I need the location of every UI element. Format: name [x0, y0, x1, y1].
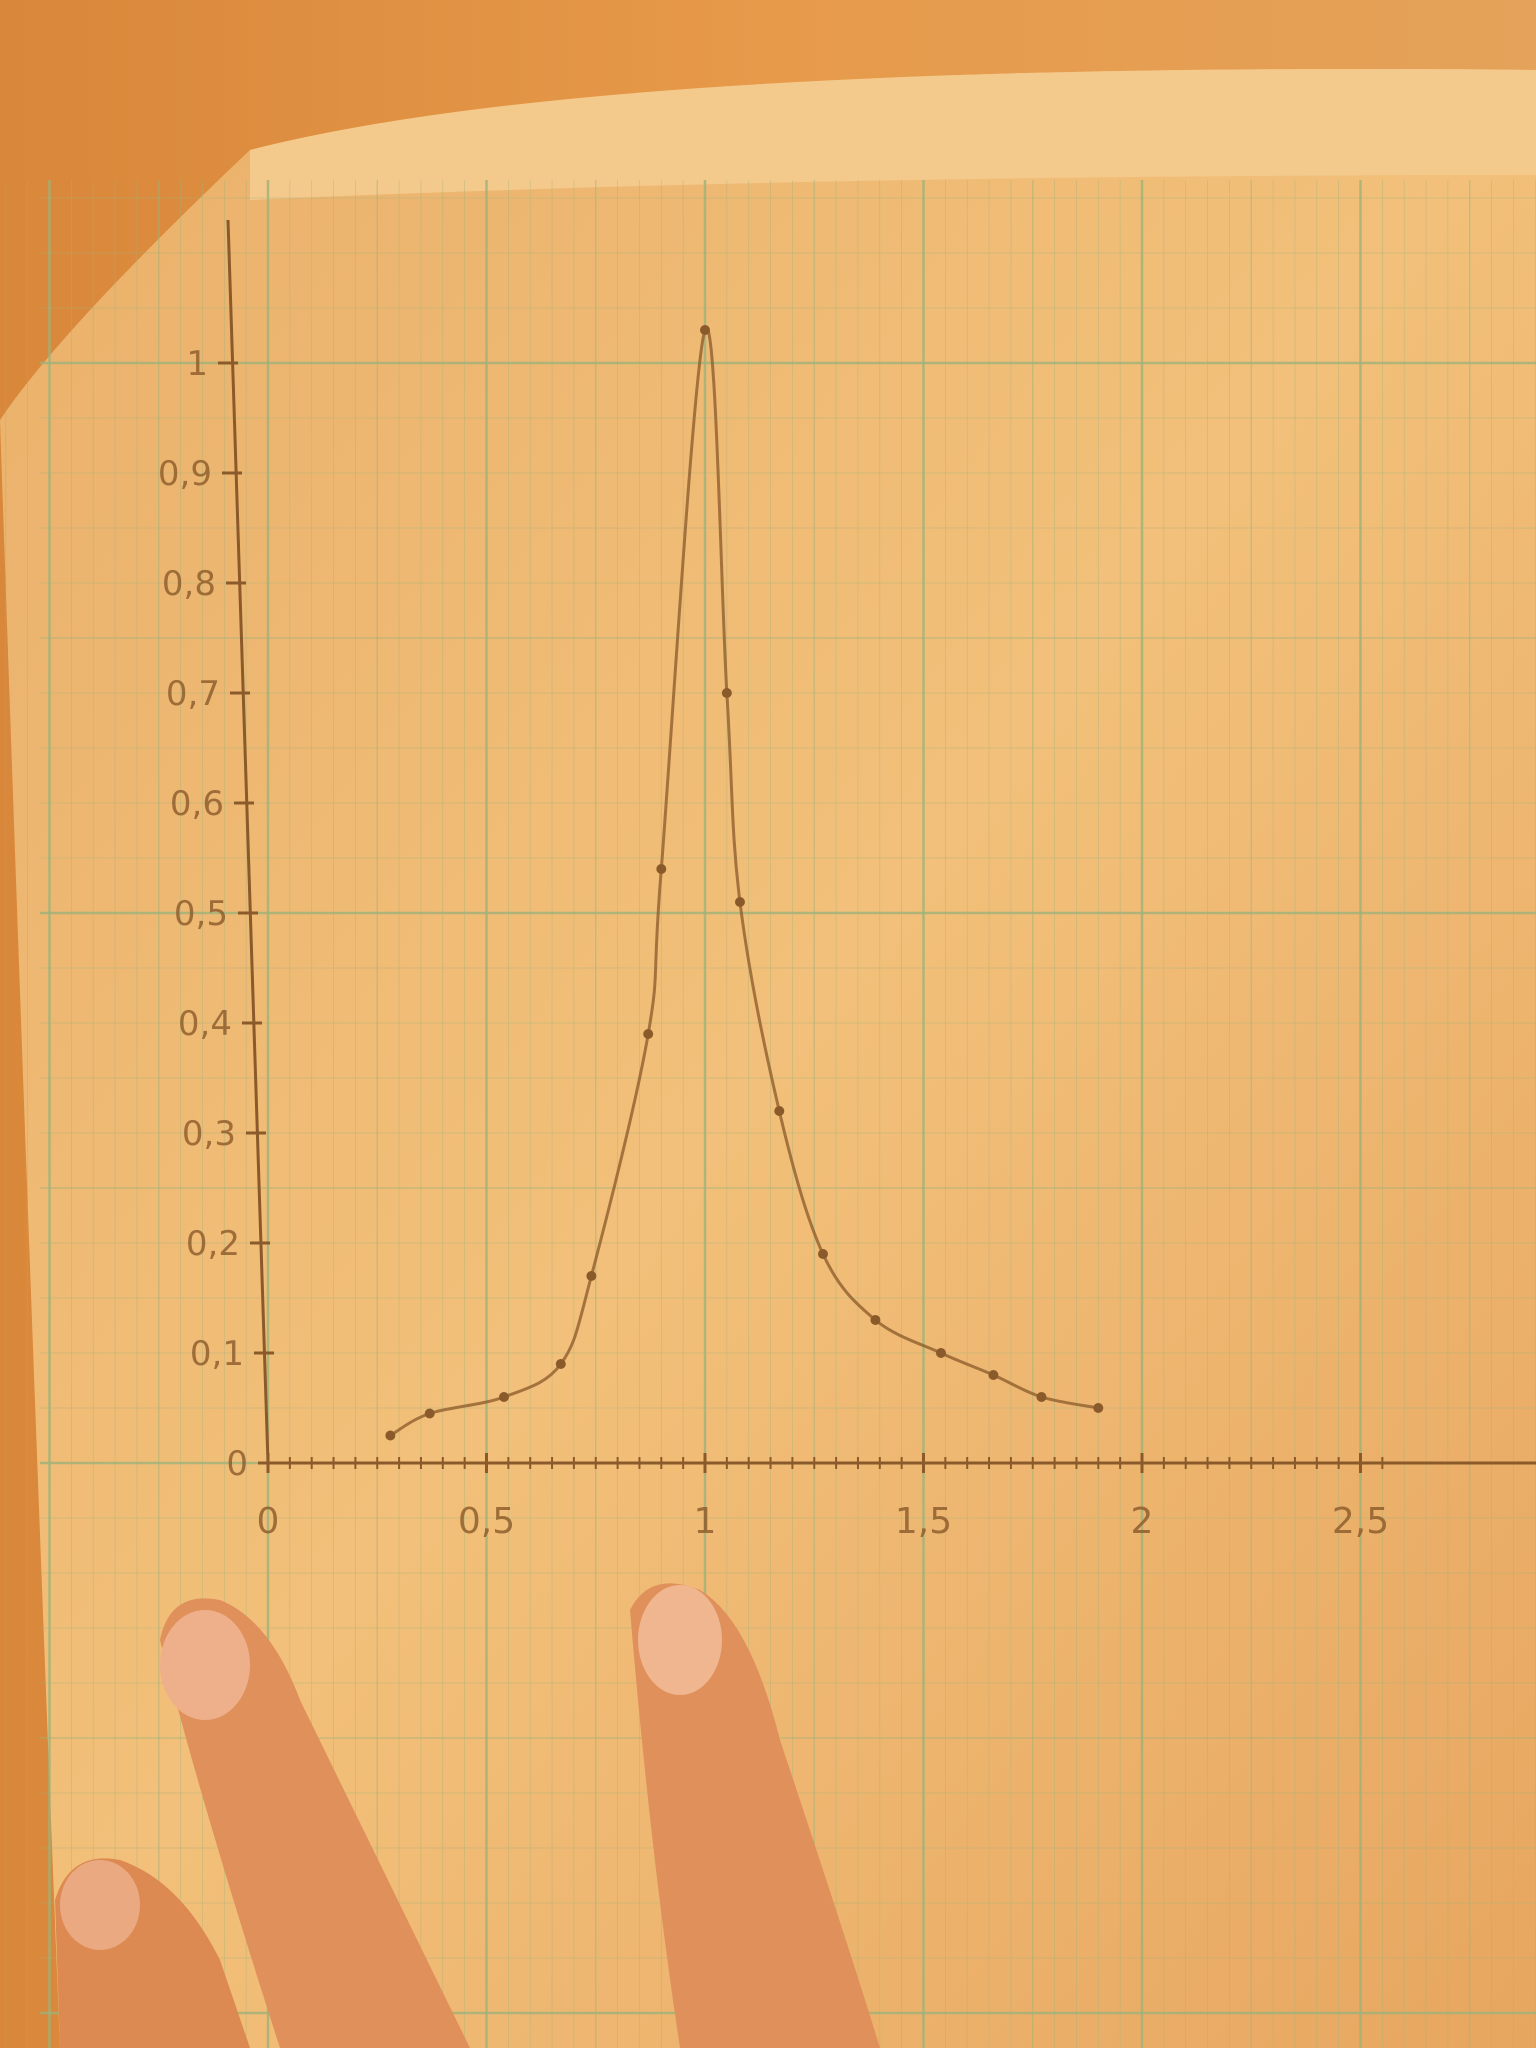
y-tick-label: 0,9 [158, 454, 212, 494]
finger-left [160, 1598, 470, 2048]
data-point [498, 1392, 509, 1402]
y-tick-label: 0,6 [170, 784, 224, 824]
fingernail-left [160, 1610, 250, 1720]
fingernail-bottom-left [60, 1860, 140, 1950]
x-tick-label: 1 [694, 1501, 717, 1542]
graph-grid [5, 180, 1536, 2048]
y-axis-line [226, 219, 270, 1464]
y-tick-label: 0 [226, 1444, 248, 1484]
fingernail-middle [638, 1585, 722, 1695]
y-tick-label: 0,5 [174, 894, 228, 934]
fingers [55, 1583, 880, 2048]
x-tick-label: 0 [257, 1501, 280, 1542]
data-point [1036, 1392, 1047, 1402]
y-tick-label: 0,7 [166, 674, 220, 714]
data-point [721, 688, 732, 698]
data-point [870, 1315, 881, 1325]
data-point [656, 864, 667, 874]
x-tick-label: 0,5 [458, 1501, 515, 1542]
chart-axes [218, 219, 1536, 1473]
y-tick-label: 0,3 [182, 1114, 236, 1154]
data-point [935, 1348, 946, 1358]
data-point [555, 1359, 566, 1369]
y-tick-label: 1 [186, 344, 208, 384]
series-curve [389, 326, 1099, 1437]
paper-top-margin [250, 69, 1536, 200]
finger-middle [630, 1583, 880, 2048]
tick-labels: 0 0,5 1 1,5 2 2,5 0 0,1 0,2 0,3 0,4 0,5 0,6 0,7 0,8 0,9… [158, 344, 1389, 1542]
data-point [774, 1106, 785, 1116]
data-point [817, 1249, 828, 1259]
data-point [988, 1370, 999, 1380]
x-tick-label: 1,5 [895, 1501, 952, 1542]
data-point [424, 1408, 435, 1419]
data-point [586, 1271, 597, 1281]
data-point [700, 325, 710, 335]
data-points [385, 325, 1104, 1441]
y-tick-label: 0,1 [190, 1334, 244, 1374]
data-point [734, 897, 745, 907]
data-point [385, 1430, 396, 1441]
data-point [1093, 1403, 1104, 1413]
y-tick-label: 0,8 [162, 564, 216, 604]
y-tick-label: 0,4 [178, 1004, 232, 1044]
y-tick-label: 0,2 [186, 1224, 240, 1264]
data-point [643, 1029, 654, 1039]
x-tick-label: 2 [1131, 1501, 1154, 1542]
x-tick-label: 2,5 [1332, 1501, 1389, 1542]
